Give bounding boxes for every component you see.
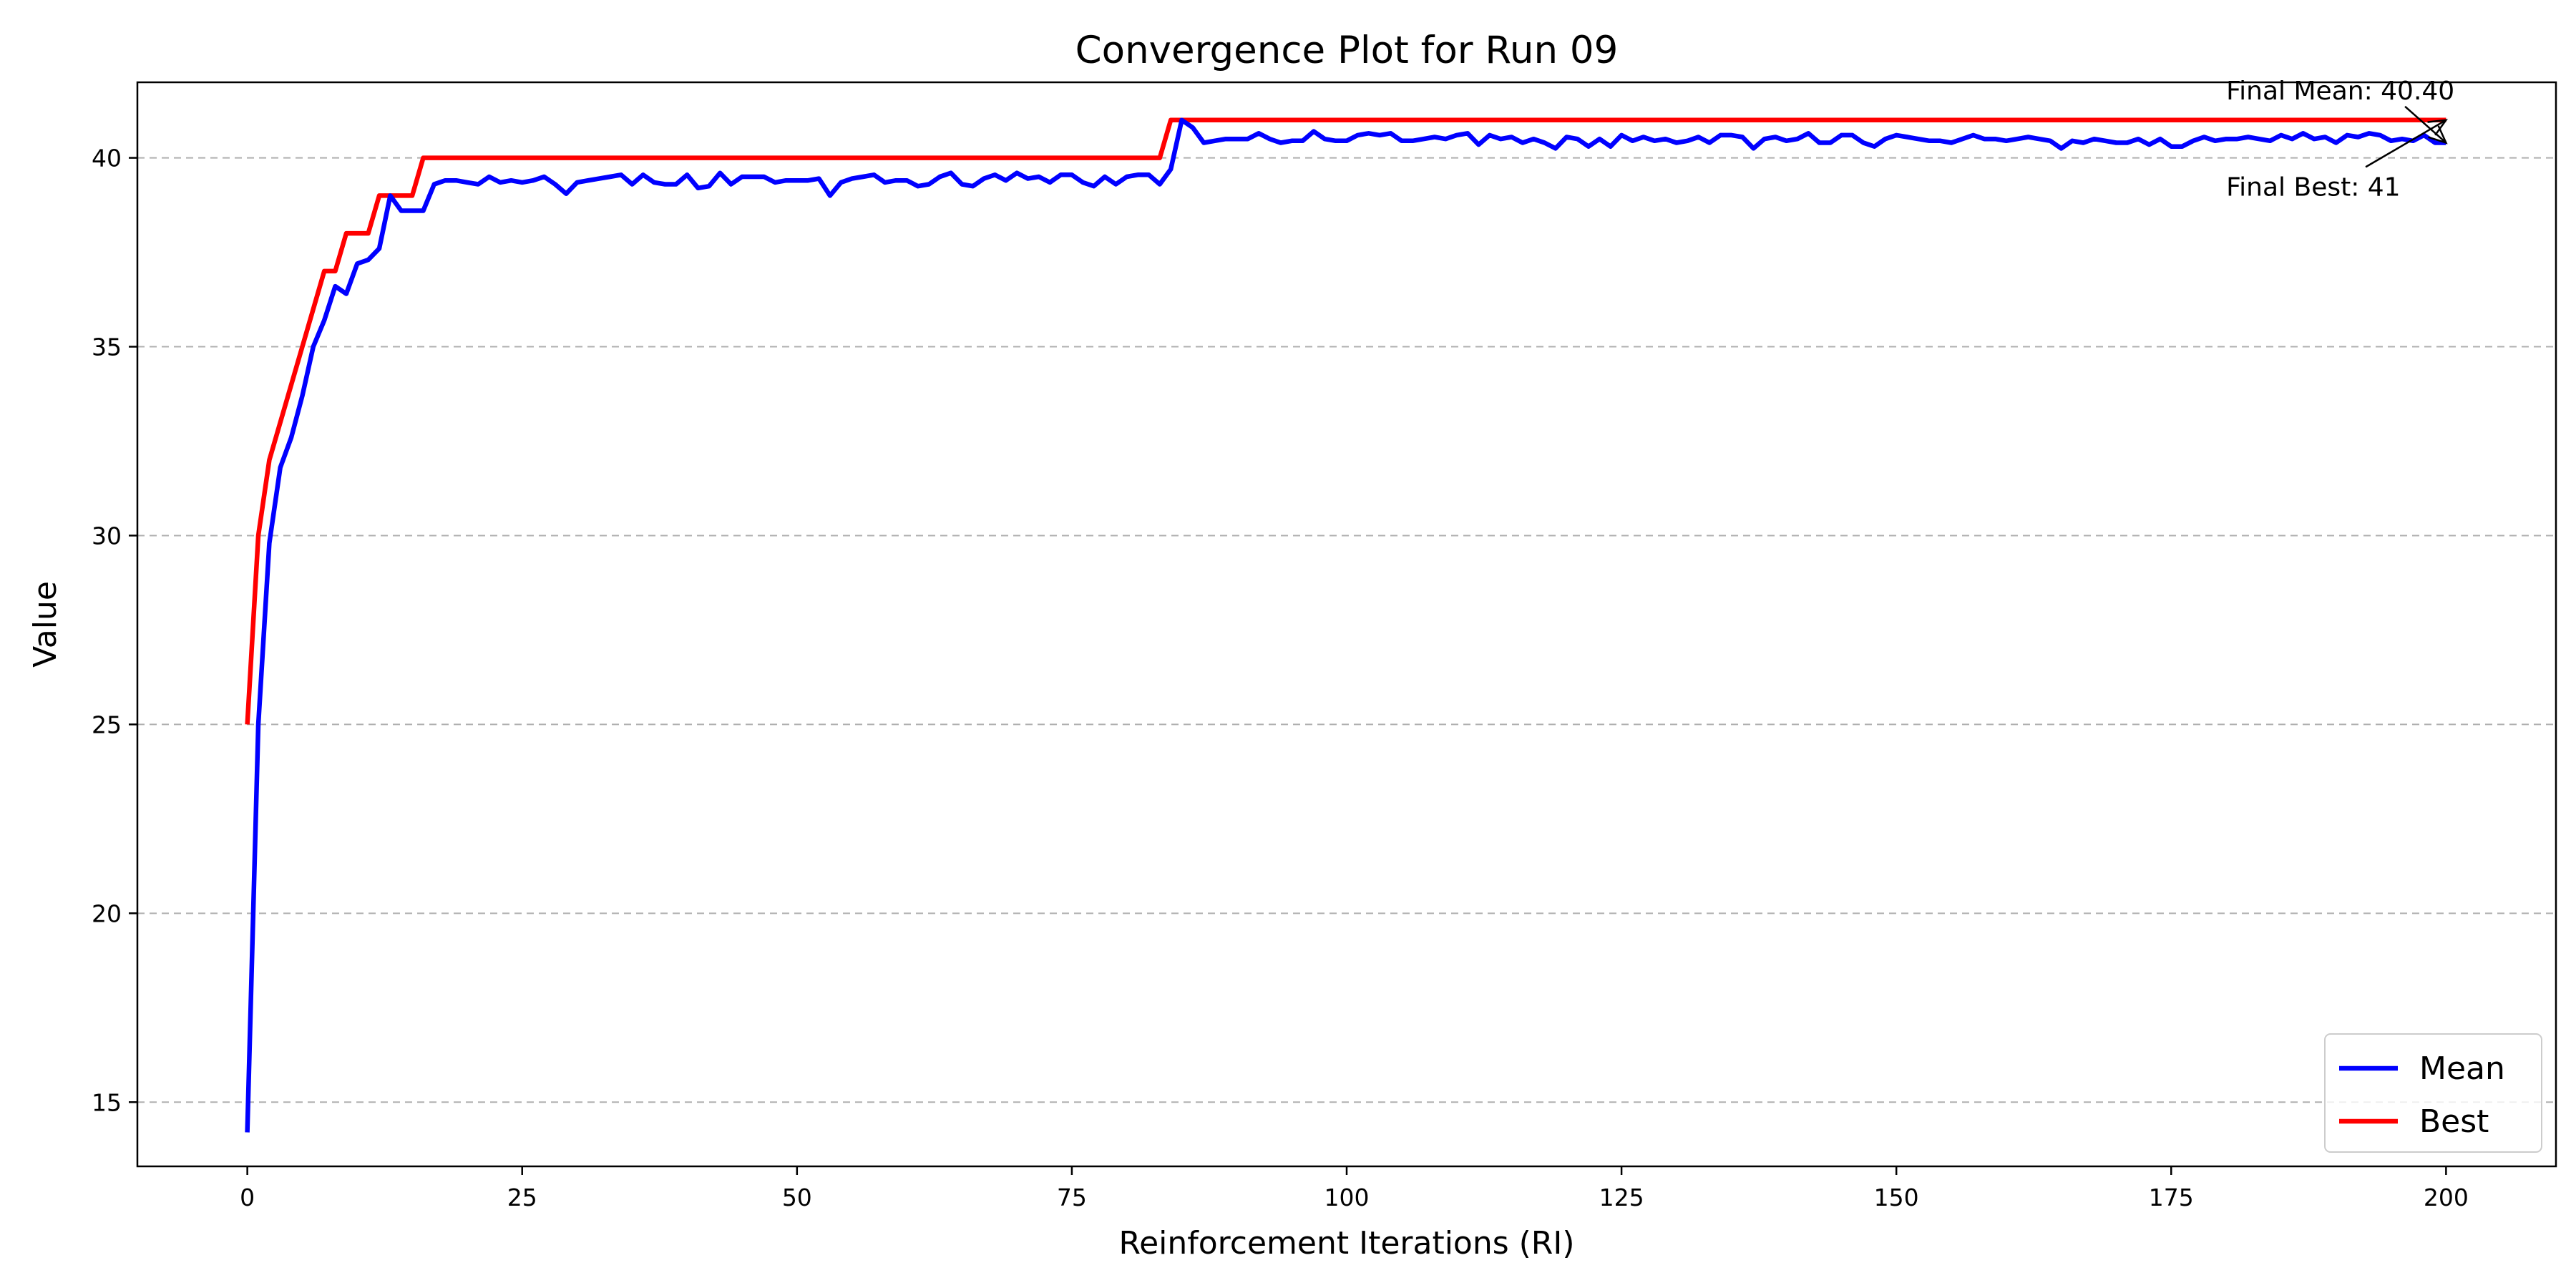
- y-tick-label: 15: [92, 1088, 122, 1116]
- y-tick-label: 35: [92, 333, 122, 361]
- annotations: Final Mean: 40.40 Final Best: 41: [2226, 77, 2454, 203]
- legend: Mean Best: [2324, 1033, 2542, 1153]
- x-tick-label: 25: [507, 1184, 537, 1211]
- x-tick-label: 125: [1599, 1184, 1644, 1211]
- y-tick-label: 40: [92, 145, 122, 172]
- arrow-head-icon: [2427, 119, 2449, 136]
- annotation-arrow: [2404, 105, 2447, 144]
- x-tick-label: 75: [1057, 1184, 1087, 1211]
- y-tick-label: 30: [92, 522, 122, 550]
- chart-title: Convergence Plot for Run 09: [1075, 29, 1619, 72]
- series-lines: [245, 117, 2446, 1133]
- annotation-arrow: [2365, 119, 2446, 168]
- legend-label-best: Best: [2419, 1103, 2489, 1140]
- annotation-text: Final Best: 41: [2226, 172, 2401, 202]
- x-tick-label: 50: [782, 1184, 812, 1211]
- y-tick-label: 25: [92, 711, 122, 738]
- x-tick-label: 100: [1324, 1184, 1370, 1211]
- arrow-head-icon: [2428, 125, 2448, 145]
- x-axis-label: Reinforcement Iterations (RI): [1118, 1225, 1574, 1262]
- axes: 15 20 25 30 35 40 0 25 50 75 100 125 150 175 200: [92, 145, 2469, 1211]
- x-tick-label: 175: [2149, 1184, 2194, 1211]
- annotation-text: Final Mean: 40.40: [2226, 77, 2454, 106]
- legend-label-mean: Mean: [2419, 1050, 2505, 1087]
- x-tick-label: 200: [2424, 1184, 2469, 1211]
- series-line-best: [245, 117, 2446, 725]
- y-tick-label: 20: [92, 899, 122, 927]
- x-tick-label: 150: [1874, 1184, 1919, 1211]
- x-tick-label: 0: [240, 1184, 255, 1211]
- series-line-mean: [245, 117, 2446, 1133]
- y-axis-label: Value: [27, 581, 64, 668]
